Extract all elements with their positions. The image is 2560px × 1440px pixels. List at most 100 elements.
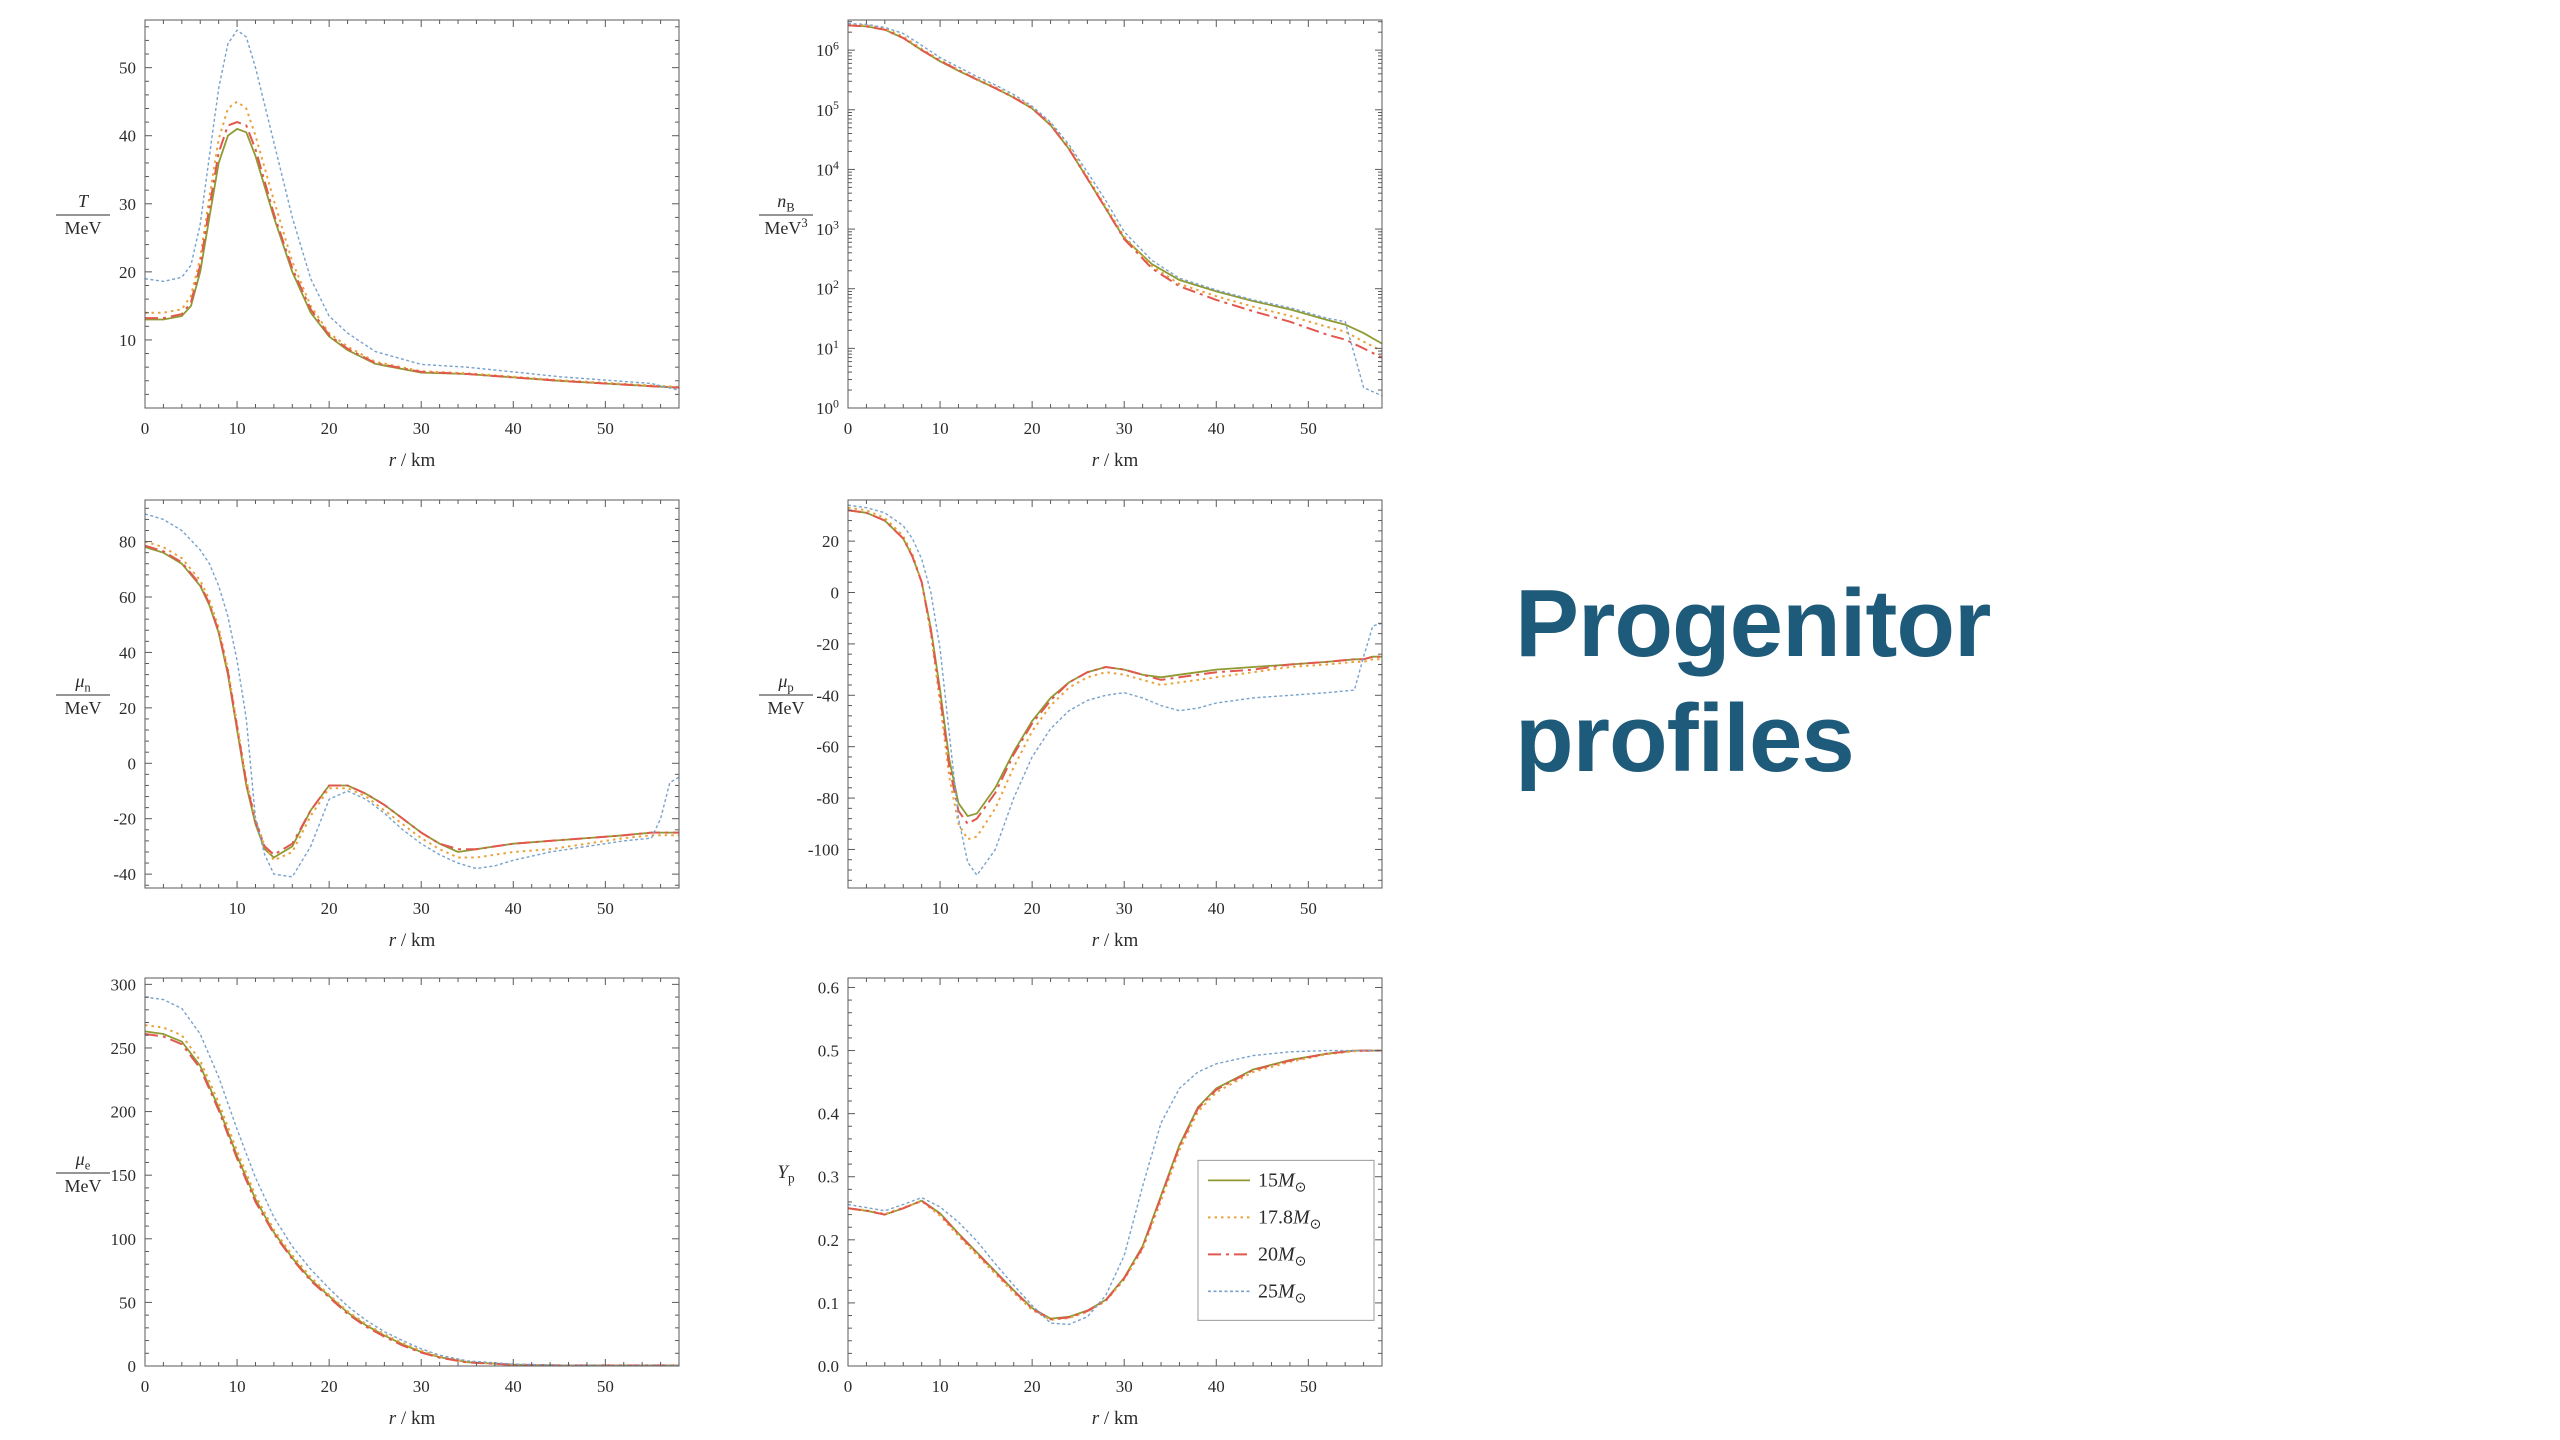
svg-text:30: 30 [1116, 1377, 1133, 1396]
svg-text:30: 30 [1116, 419, 1133, 438]
svg-text:101: 101 [816, 337, 839, 359]
svg-text:MeV: MeV [768, 698, 805, 718]
svg-text:30: 30 [413, 1377, 430, 1396]
svg-text:Yp: Yp [777, 1162, 795, 1186]
svg-text:r / km: r / km [1092, 1408, 1139, 1429]
svg-text:40: 40 [1208, 419, 1225, 438]
svg-text:50: 50 [1300, 419, 1317, 438]
svg-text:104: 104 [816, 158, 839, 180]
svg-text:-20: -20 [113, 810, 136, 829]
svg-text:40: 40 [1208, 1377, 1225, 1396]
svg-text:200: 200 [111, 1103, 137, 1122]
svg-text:0: 0 [141, 419, 150, 438]
svg-text:40: 40 [505, 419, 522, 438]
svg-text:20: 20 [1024, 1377, 1041, 1396]
svg-text:r / km: r / km [1092, 930, 1139, 951]
svg-text:15M⊙: 15M⊙ [1258, 1169, 1306, 1195]
svg-text:20: 20 [321, 419, 338, 438]
svg-text:103: 103 [816, 218, 839, 240]
chart-baryon-density: 0 10 20 30 40 50 100 101 102 103 104 105 106 r / km nB… [748, 8, 1448, 478]
svg-text:20: 20 [822, 532, 839, 551]
svg-text:r / km: r / km [389, 1408, 436, 1429]
svg-text:T: T [78, 191, 90, 211]
svg-text:-40: -40 [113, 865, 136, 884]
svg-text:80: 80 [119, 533, 136, 552]
svg-text:105: 105 [816, 98, 839, 120]
svg-text:0: 0 [128, 1357, 137, 1376]
svg-text:10: 10 [229, 419, 246, 438]
svg-text:0: 0 [844, 1377, 853, 1396]
svg-text:20: 20 [119, 263, 136, 282]
svg-text:10: 10 [932, 419, 949, 438]
svg-text:50: 50 [597, 899, 614, 918]
svg-text:-60: -60 [816, 738, 839, 757]
svg-text:10: 10 [229, 1377, 246, 1396]
svg-text:0.1: 0.1 [818, 1294, 839, 1313]
svg-text:50: 50 [597, 419, 614, 438]
svg-text:-100: -100 [808, 840, 839, 859]
svg-text:100: 100 [816, 396, 839, 418]
svg-text:μp: μp [777, 671, 793, 694]
svg-text:0.3: 0.3 [818, 1168, 839, 1187]
svg-text:-40: -40 [816, 686, 839, 705]
svg-text:nB: nB [777, 191, 794, 214]
svg-text:MeV: MeV [65, 218, 102, 238]
svg-text:300: 300 [111, 975, 137, 994]
svg-text:MeV: MeV [65, 1176, 102, 1196]
svg-text:0.2: 0.2 [818, 1231, 839, 1250]
svg-text:40: 40 [119, 643, 136, 662]
svg-text:MeV: MeV [65, 698, 102, 718]
svg-text:30: 30 [413, 419, 430, 438]
svg-text:50: 50 [119, 1293, 136, 1312]
svg-text:10: 10 [119, 331, 136, 350]
svg-text:20: 20 [321, 1377, 338, 1396]
svg-text:17.8M⊙: 17.8M⊙ [1258, 1206, 1321, 1232]
svg-text:20M⊙: 20M⊙ [1258, 1243, 1306, 1269]
svg-text:30: 30 [119, 195, 136, 214]
chart-proton-fraction: 0 10 20 30 40 50 0.0 0.1 0.2 0.3 0.4 0.5 0.6 r / km Yp… [748, 966, 1448, 1436]
svg-text:50: 50 [119, 59, 136, 78]
svg-text:0.6: 0.6 [818, 978, 839, 997]
svg-text:μn: μn [74, 671, 91, 694]
svg-text:150: 150 [111, 1166, 137, 1185]
slide-title: Progenitor profiles [1515, 570, 1991, 793]
svg-text:0.4: 0.4 [818, 1105, 840, 1124]
svg-text:40: 40 [505, 1377, 522, 1396]
svg-text:30: 30 [1116, 899, 1133, 918]
svg-text:0: 0 [141, 1377, 150, 1396]
svg-text:0.5: 0.5 [818, 1042, 839, 1061]
svg-text:-80: -80 [816, 789, 839, 808]
svg-text:r / km: r / km [389, 930, 436, 951]
legend: 15M⊙ 17.8M⊙ 20M⊙ 25M⊙ [1197, 1159, 1375, 1321]
chart-mu-p: 10 20 30 40 50 -100 -80 -60 -40 -20 0 20 r / km μp MeV [748, 488, 1448, 958]
svg-text:25M⊙: 25M⊙ [1258, 1280, 1306, 1306]
svg-text:0: 0 [128, 754, 137, 773]
svg-text:40: 40 [1208, 899, 1225, 918]
svg-text:0: 0 [844, 419, 853, 438]
svg-text:20: 20 [1024, 419, 1041, 438]
svg-text:-20: -20 [816, 635, 839, 654]
svg-text:50: 50 [1300, 899, 1317, 918]
svg-text:60: 60 [119, 588, 136, 607]
svg-text:250: 250 [111, 1039, 137, 1058]
svg-text:MeV3: MeV3 [764, 216, 807, 238]
svg-text:20: 20 [119, 699, 136, 718]
svg-text:r / km: r / km [389, 450, 436, 471]
svg-text:30: 30 [413, 899, 430, 918]
svg-text:10: 10 [932, 1377, 949, 1396]
svg-text:50: 50 [1300, 1377, 1317, 1396]
svg-text:20: 20 [1024, 899, 1041, 918]
svg-text:10: 10 [932, 899, 949, 918]
svg-text:r / km: r / km [1092, 450, 1139, 471]
svg-text:μe: μe [75, 1149, 91, 1172]
svg-text:20: 20 [321, 899, 338, 918]
svg-text:102: 102 [816, 277, 839, 299]
chart-mu-e: 0 10 20 30 40 50 0 50 100 150 200 250 300 r / km μe MeV [45, 966, 745, 1436]
svg-text:106: 106 [816, 39, 839, 61]
svg-text:10: 10 [229, 899, 246, 918]
svg-text:50: 50 [597, 1377, 614, 1396]
svg-text:0: 0 [831, 584, 840, 603]
svg-text:100: 100 [111, 1230, 137, 1249]
svg-text:40: 40 [505, 899, 522, 918]
